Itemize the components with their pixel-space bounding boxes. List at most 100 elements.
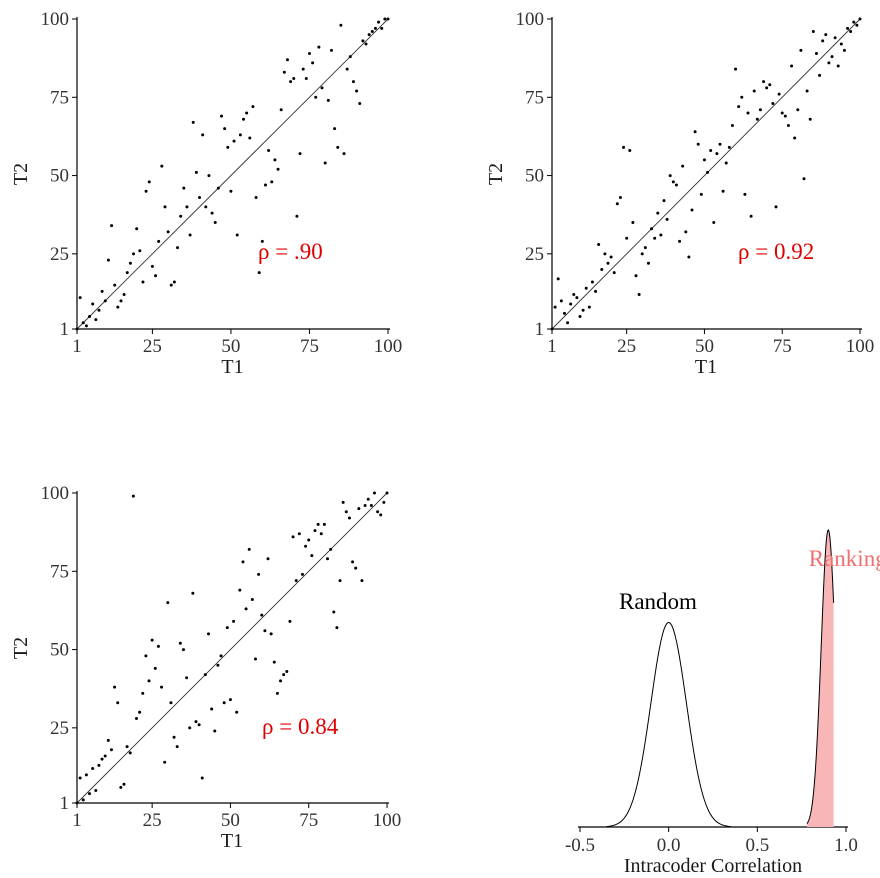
data-point [75,801,79,805]
data-point [238,133,242,137]
x-tick-label: 100 [373,810,402,831]
data-point [380,26,384,30]
data-point [266,557,270,561]
data-point [721,189,725,193]
data-point [372,491,376,495]
data-point [339,23,343,27]
y-tick-label: 100 [516,9,545,30]
data-point [808,117,812,121]
data-point [78,296,82,300]
data-point [176,246,180,250]
data-point [294,579,298,583]
data-point [597,242,601,246]
data-point [326,557,330,561]
data-point [556,277,560,281]
x-tick-label: 75 [773,336,792,357]
data-point [97,308,101,312]
x-tick-label: 100 [846,336,875,357]
data-point [88,792,92,796]
data-point [225,626,229,630]
data-point [376,510,380,514]
y-tick-label: 1 [60,793,70,814]
data-point [559,299,563,303]
data-point [181,648,185,652]
y-tick-label: 25 [50,718,69,739]
y-tick-label: 1 [60,319,70,340]
data-point [304,544,308,548]
data-point [581,308,585,312]
data-point [674,183,678,187]
data-point [383,17,387,21]
data-point [824,33,828,37]
data-point [618,195,622,199]
data-point [367,33,371,37]
data-point [366,497,370,501]
data-point [615,202,619,206]
data-point [163,760,167,764]
data-point [369,504,373,508]
data-point [379,513,383,517]
data-point [119,785,123,789]
reference-line [551,18,861,330]
y-tick-label: 25 [50,244,69,265]
data-point [169,701,173,705]
data-point [153,666,157,670]
data-point [650,227,654,231]
data-point [693,130,697,134]
data-point [737,105,741,109]
data-point [131,494,135,498]
data-point [562,311,566,315]
data-point [226,145,230,149]
x-tick-label: 50 [221,336,240,357]
data-point [84,773,88,777]
data-point [600,268,604,272]
data-point [572,293,576,297]
data-point [628,149,632,153]
data-point [715,152,719,156]
data-point [634,274,638,278]
data-point [640,252,644,256]
data-point [307,538,311,542]
data-point [668,174,672,178]
data-point [219,654,223,658]
data-point [185,676,189,680]
data-point [696,142,700,146]
data-point [338,579,342,583]
data-point [75,327,79,331]
data-point [213,729,217,733]
data-point [836,64,840,68]
data-point [289,80,293,84]
data-point [622,145,626,149]
data-point [858,17,862,21]
data-point [285,58,289,62]
data-point [347,516,351,520]
data-point [103,754,107,758]
data-point [783,114,787,118]
y-tick-label: 100 [41,483,70,504]
random-density-curve [606,621,731,828]
data-point [253,657,257,661]
data-point [110,224,114,228]
data-point [269,632,273,636]
data-point [584,286,588,290]
data-point [144,654,148,658]
data-point [245,111,249,115]
data-point [238,588,242,592]
data-point [678,239,682,243]
data-point [91,302,95,306]
data-point [355,89,359,93]
data-point [263,183,267,187]
data-point [842,48,846,52]
x-tick-label: 25 [143,336,162,357]
x-tick-label: 100 [374,336,403,357]
data-point [241,117,245,121]
rho-annotation: ρ = .90 [258,239,323,264]
data-point [106,258,110,262]
data-point [109,748,113,752]
data-point [594,289,598,293]
data-point [702,158,706,162]
data-point [279,108,283,112]
data-point [833,36,837,40]
